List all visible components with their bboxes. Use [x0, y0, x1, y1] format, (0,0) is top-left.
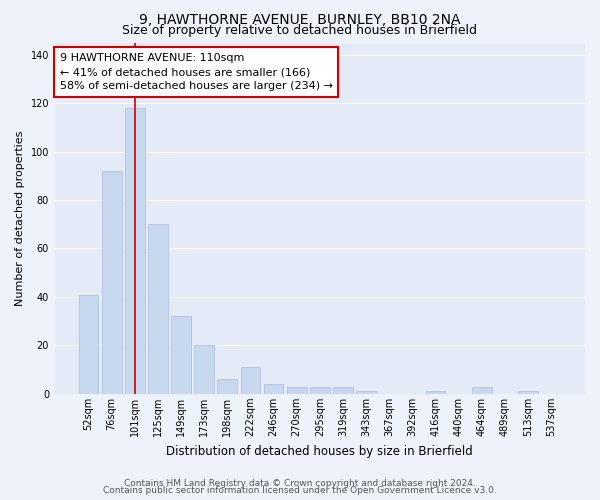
Bar — [472, 386, 491, 394]
Bar — [287, 386, 307, 394]
Bar — [518, 392, 538, 394]
Bar — [241, 367, 260, 394]
Bar — [333, 386, 353, 394]
Bar — [217, 380, 237, 394]
Bar — [425, 392, 445, 394]
Bar — [148, 224, 168, 394]
Bar — [125, 108, 145, 394]
Text: 9 HAWTHORNE AVENUE: 110sqm
← 41% of detached houses are smaller (166)
58% of sem: 9 HAWTHORNE AVENUE: 110sqm ← 41% of deta… — [60, 53, 333, 91]
Bar — [102, 171, 122, 394]
Bar — [264, 384, 283, 394]
Text: Size of property relative to detached houses in Brierfield: Size of property relative to detached ho… — [122, 24, 478, 37]
Bar — [194, 346, 214, 394]
Text: Contains public sector information licensed under the Open Government Licence v3: Contains public sector information licen… — [103, 486, 497, 495]
Bar — [79, 294, 98, 394]
Bar — [310, 386, 329, 394]
X-axis label: Distribution of detached houses by size in Brierfield: Distribution of detached houses by size … — [166, 444, 473, 458]
Bar — [171, 316, 191, 394]
Text: 9, HAWTHORNE AVENUE, BURNLEY, BB10 2NA: 9, HAWTHORNE AVENUE, BURNLEY, BB10 2NA — [139, 12, 461, 26]
Bar — [356, 392, 376, 394]
Y-axis label: Number of detached properties: Number of detached properties — [15, 130, 25, 306]
Text: Contains HM Land Registry data © Crown copyright and database right 2024.: Contains HM Land Registry data © Crown c… — [124, 478, 476, 488]
